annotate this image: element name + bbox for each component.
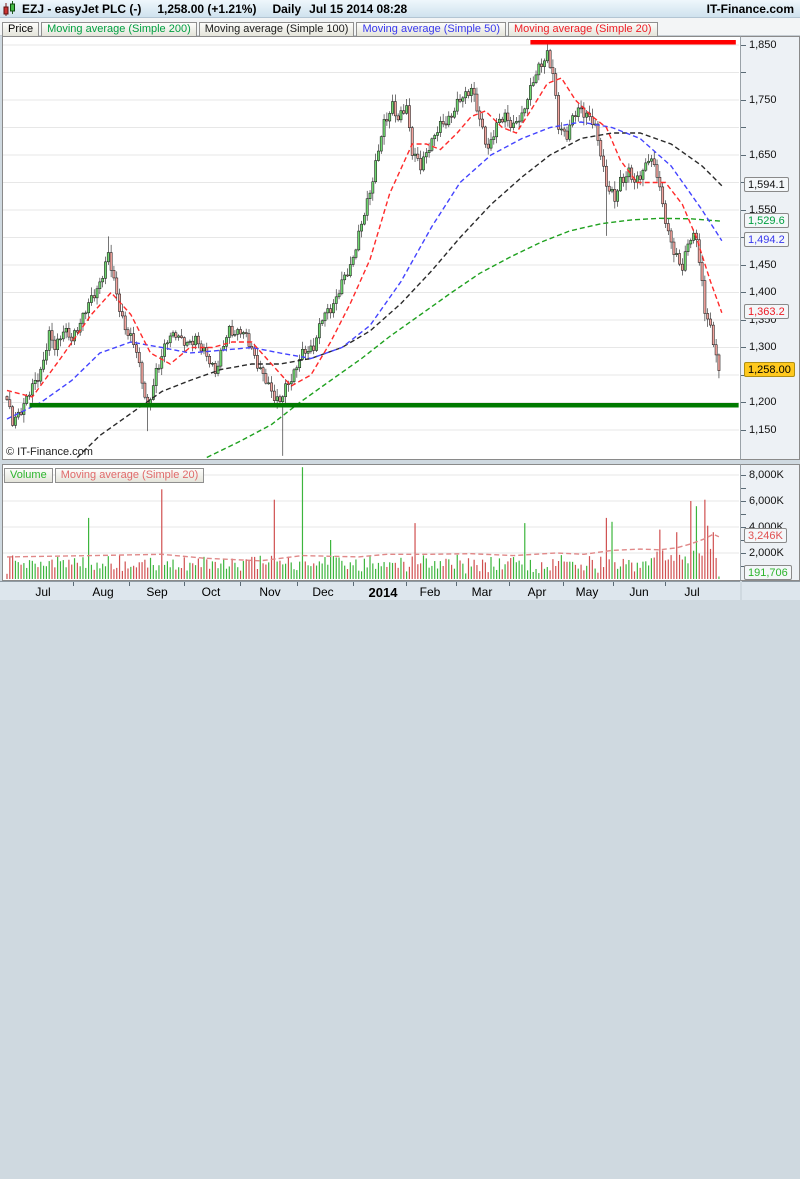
month-tick (665, 582, 666, 586)
month-label: May (575, 585, 599, 599)
brand-label: IT-Finance.com (706, 1, 794, 16)
last-price-box: 1,258.00 (744, 362, 795, 377)
price-tick-label: 1,200 (749, 396, 777, 408)
price-tick-label: 1,450 (749, 259, 777, 271)
price-tick (741, 72, 746, 73)
month-label: Nov (259, 585, 281, 599)
volume-legend-bar: Volume Moving average (Simple 20) (4, 465, 206, 483)
legend-tab-moving-average-simple-200-[interactable]: Moving average (Simple 200) (41, 22, 197, 37)
volume-chart-area[interactable] (2, 464, 740, 581)
price-axis[interactable]: 1,850 1,750 1,650 1,550 1,450 1,400 1,350 1,300… (740, 36, 800, 460)
volume-tick (741, 475, 746, 476)
price-tick (741, 265, 746, 266)
month-tick (73, 582, 74, 586)
month-tick (353, 582, 354, 586)
ma-value-box: 1,494.2 (744, 232, 789, 247)
volume-tick (741, 501, 746, 502)
price-chart-area[interactable] (2, 36, 740, 460)
month-tick (406, 582, 407, 586)
price-tick (741, 347, 746, 348)
last-quote: 1,258.00 (+1.21%) (157, 1, 257, 16)
month-tick (563, 582, 564, 586)
timeframe-label: Daily (272, 1, 302, 16)
month-tick (456, 582, 457, 586)
month-label: Mar (471, 585, 493, 599)
legend-tab-moving-average-simple-20-[interactable]: Moving average (Simple 20) (508, 22, 658, 37)
price-tick-label: 1,650 (749, 149, 777, 161)
price-tick-label: 1,400 (749, 286, 777, 298)
title-bar: EZJ - easyJet PLC (-) 1,258.00 (+1.21%) … (0, 0, 800, 18)
month-tick (184, 582, 185, 586)
datetime-label: Jul 15 2014 08:28 (309, 1, 408, 16)
candlestick-logo-icon (3, 0, 17, 17)
price-tick (741, 402, 746, 403)
month-tick (129, 582, 130, 586)
volume-tick (741, 553, 746, 554)
volume-axis[interactable]: 8,000K 6,000K 4,000K 2,000K 3,246K 191,706 (740, 464, 800, 581)
month-tick (613, 582, 614, 586)
volume-tick (741, 527, 746, 528)
price-tick (741, 127, 746, 128)
month-label: Oct (201, 585, 221, 599)
month-label: Feb (419, 585, 441, 599)
price-tick (741, 292, 746, 293)
volume-legend-tab-volume[interactable]: Volume (4, 468, 53, 483)
volume-tick-label: 6,000K (749, 495, 784, 507)
volume-legend-tab-moving-average-simple-20-[interactable]: Moving average (Simple 20) (54, 468, 205, 483)
volume-value-box: 191,706 (744, 565, 792, 580)
month-label: Sep (146, 585, 168, 599)
volume-tick (741, 566, 746, 567)
time-axis-corner (742, 581, 800, 600)
price-tick-label: 1,850 (749, 39, 777, 51)
month-label: Apr (527, 585, 547, 599)
legend-tab-price[interactable]: Price (2, 22, 40, 37)
price-tick (741, 155, 746, 156)
month-label: Jun (629, 585, 649, 599)
price-tick (741, 45, 746, 46)
price-tick (741, 100, 746, 101)
legend-tab-moving-average-simple-100-[interactable]: Moving average (Simple 100) (198, 22, 355, 37)
symbol-title: EZJ - easyJet PLC (-) (22, 1, 142, 16)
volume-tick (741, 540, 746, 541)
month-label: Dec (312, 585, 334, 599)
price-tick-label: 1,750 (749, 94, 777, 106)
price-tick-label: 1,300 (749, 341, 777, 353)
price-tick (741, 182, 746, 183)
volume-tick-label: 8,000K (749, 469, 784, 481)
ma-value-box: 1,363.2 (744, 304, 789, 319)
watermark: © IT-Finance.com (6, 446, 93, 458)
month-label: Aug (92, 585, 114, 599)
volume-tick (741, 488, 746, 489)
volume-tick (741, 514, 746, 515)
month-tick (240, 582, 241, 586)
price-tick (741, 320, 746, 321)
price-tick-label: 1,150 (749, 424, 777, 436)
time-axis[interactable]: Jul Aug Sep Oct Nov Dec 2014 Feb Mar Apr May Jun Jul (0, 581, 740, 600)
price-legend-bar: Price Moving average (Simple 200) Moving a… (0, 18, 800, 37)
price-tick (741, 430, 746, 431)
price-tick (741, 210, 746, 211)
month-tick (509, 582, 510, 586)
volume-value-box: 3,246K (744, 528, 787, 543)
volume-tick-label: 2,000K (749, 547, 784, 559)
ma-value-box: 1,594.1 (744, 177, 789, 192)
ma-value-box: 1,529.6 (744, 213, 789, 228)
month-label: Jul (35, 585, 51, 599)
price-chart-canvas[interactable] (3, 37, 739, 459)
month-label: 2014 (368, 585, 398, 600)
month-tick (297, 582, 298, 586)
month-label: Jul (684, 585, 700, 599)
price-tick (741, 237, 746, 238)
legend-tab-moving-average-simple-50-[interactable]: Moving average (Simple 50) (356, 22, 507, 37)
price-tick (741, 375, 746, 376)
